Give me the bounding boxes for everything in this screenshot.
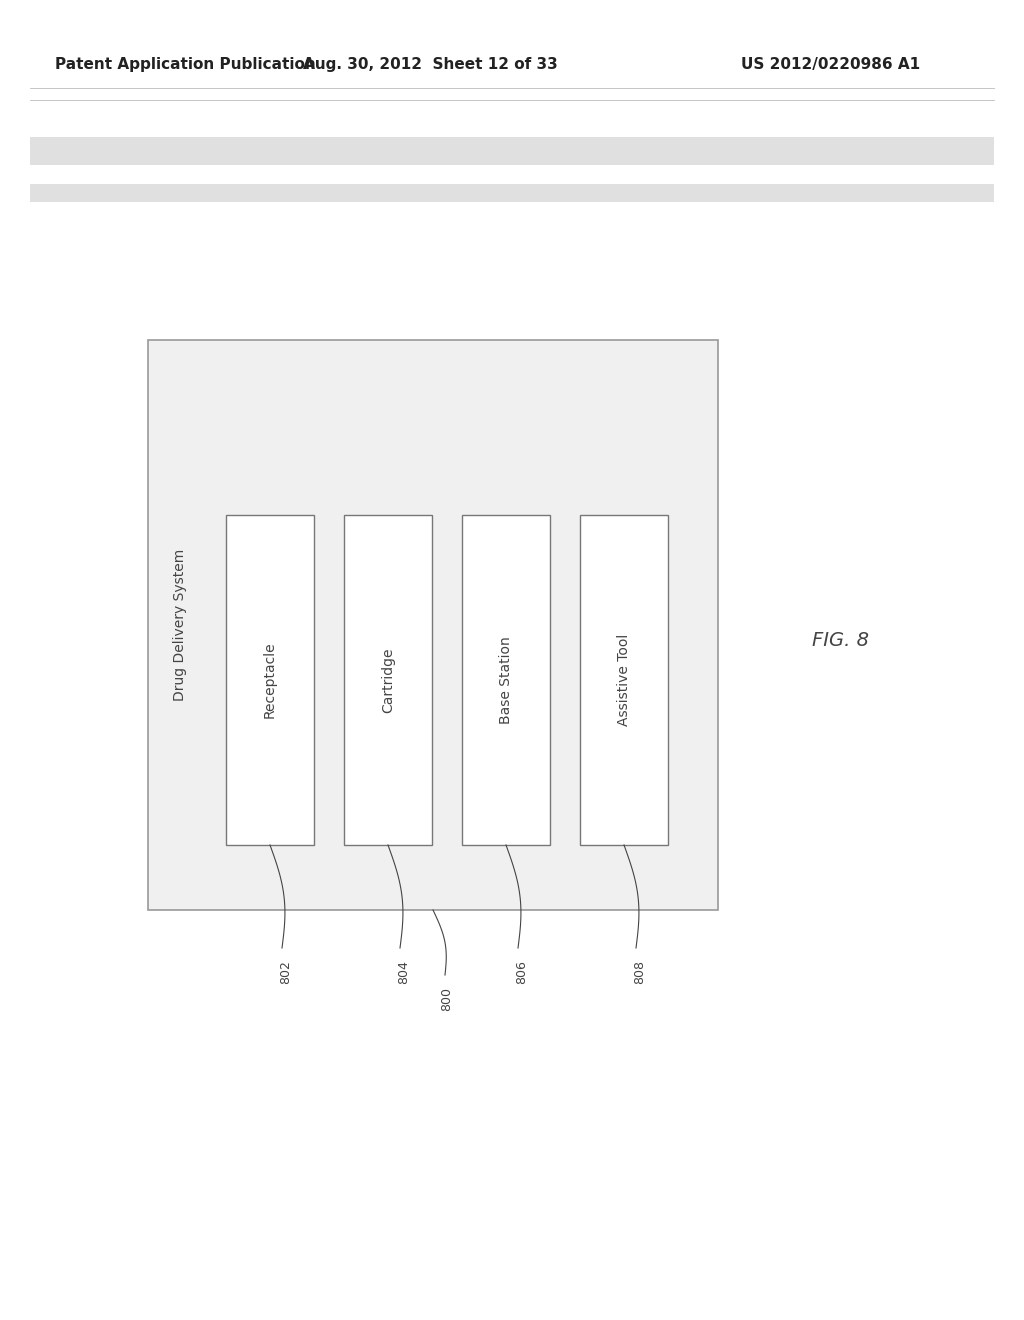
Bar [148,341,718,909]
Text: 800: 800 [440,987,454,1011]
Bar [344,515,432,845]
Text: US 2012/0220986 A1: US 2012/0220986 A1 [741,58,920,73]
Text: Drug Delivery System: Drug Delivery System [173,549,187,701]
Bar [30,183,994,202]
Text: Base Station: Base Station [499,636,513,723]
Text: 802: 802 [280,960,293,983]
Text: Receptacle: Receptacle [263,642,278,718]
Text: 804: 804 [397,960,411,983]
Bar [226,515,314,845]
Text: Patent Application Publication: Patent Application Publication [55,58,315,73]
Bar [580,515,668,845]
Text: Cartridge: Cartridge [381,647,395,713]
Bar [30,137,994,165]
Bar [462,515,550,845]
Text: FIG. 8: FIG. 8 [811,631,868,649]
Text: 808: 808 [634,960,646,983]
Text: Assistive Tool: Assistive Tool [617,634,631,726]
Text: Aug. 30, 2012  Sheet 12 of 33: Aug. 30, 2012 Sheet 12 of 33 [303,58,557,73]
Text: 806: 806 [515,960,528,983]
